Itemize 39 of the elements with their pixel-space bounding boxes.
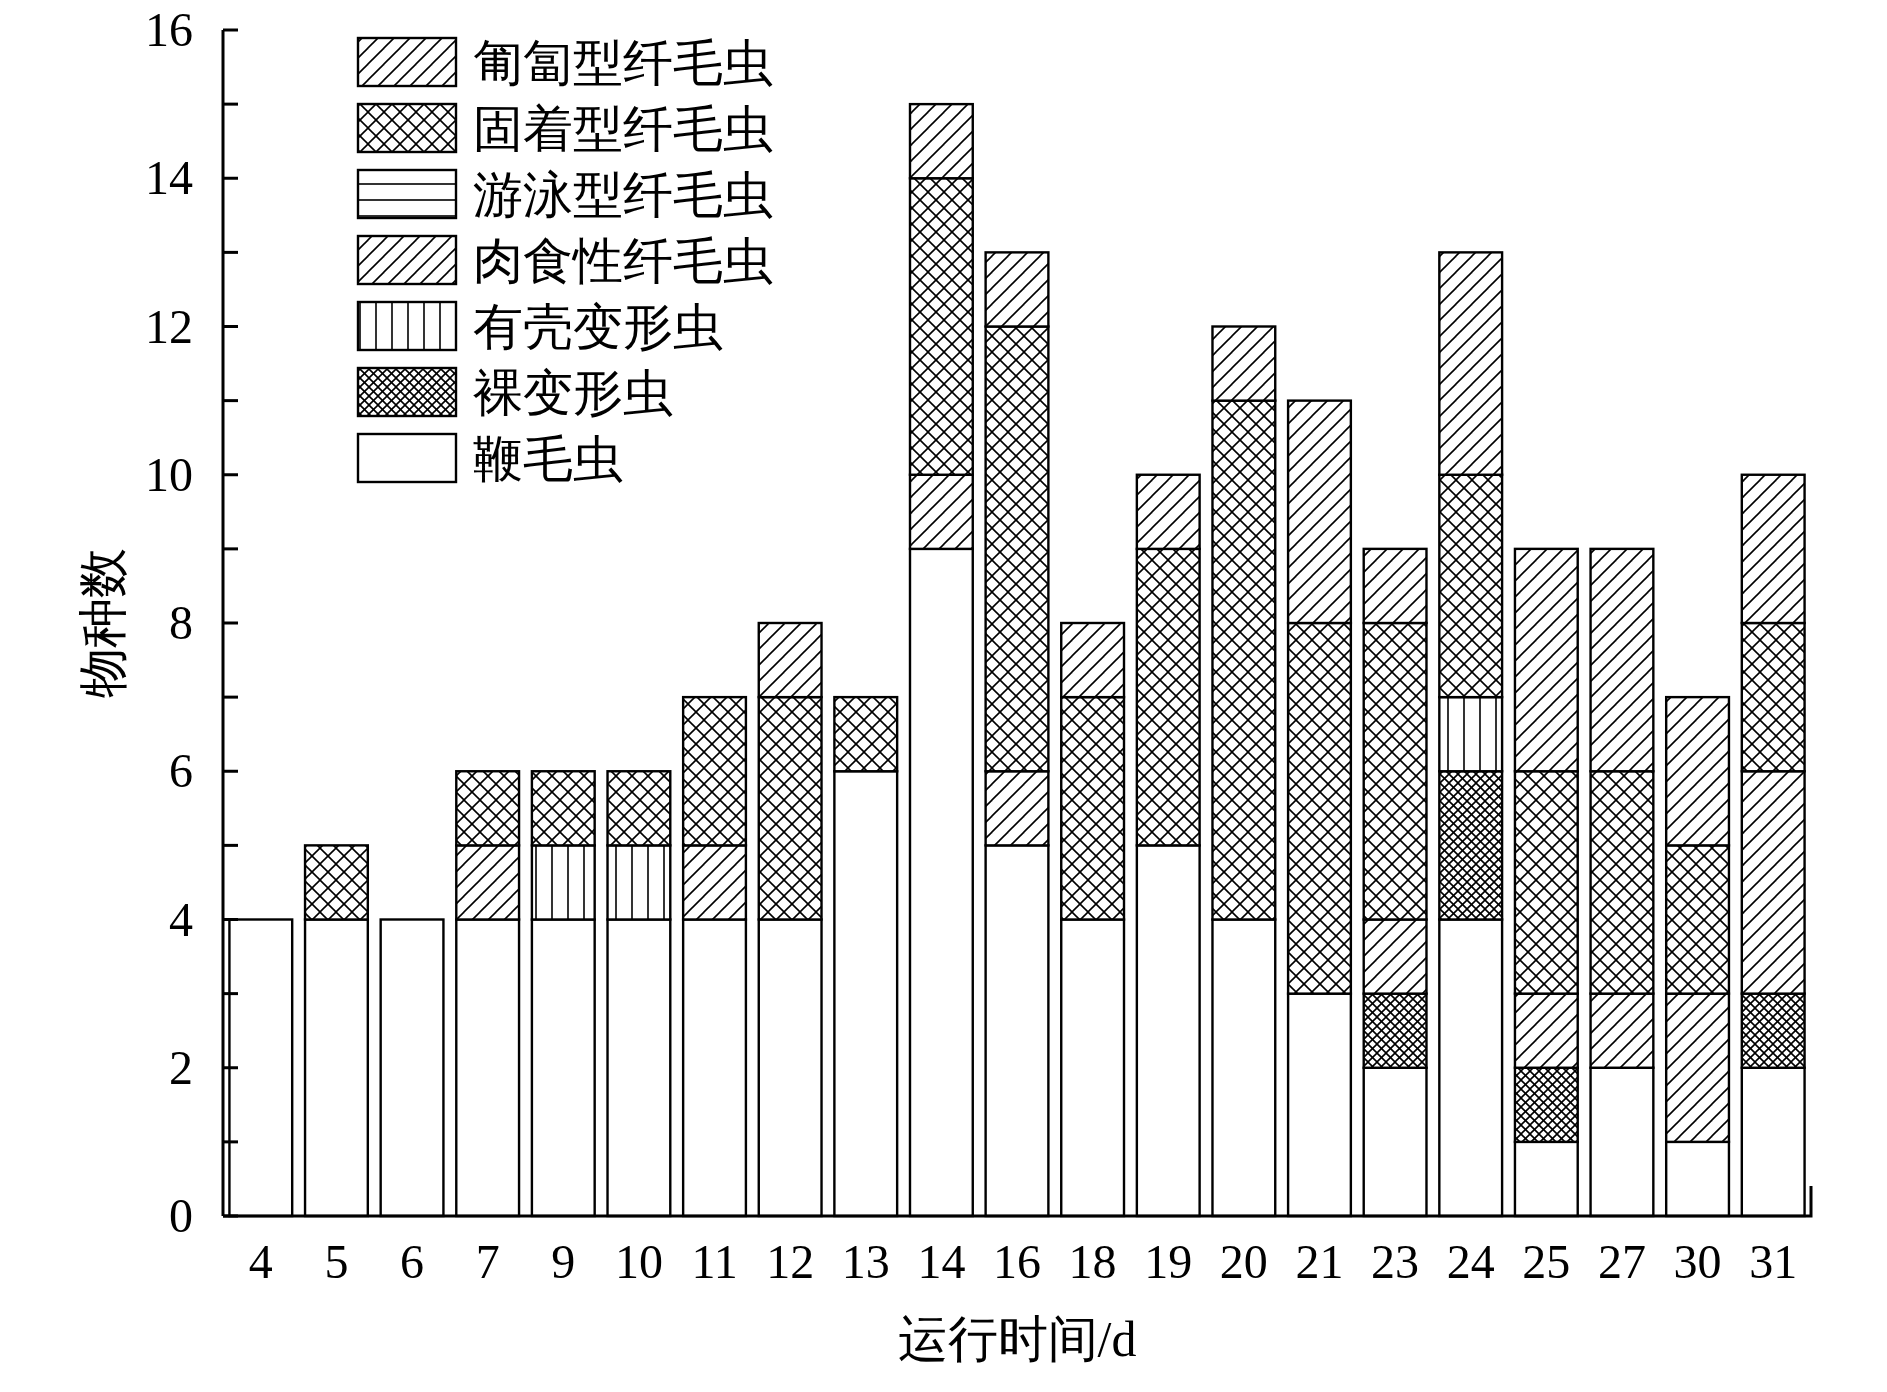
y-tick-label: 4	[169, 892, 193, 946]
legend-label: 游泳型纤毛虫	[473, 167, 773, 223]
x-tick-label: 23	[1371, 1235, 1420, 1288]
x-tick-label: 24	[1446, 1235, 1495, 1288]
x-tick-label: 14	[917, 1235, 966, 1288]
x-tick-label: 21	[1295, 1235, 1344, 1288]
y-tick-label: 10	[145, 447, 193, 501]
x-tick-label: 4	[248, 1235, 273, 1288]
x-tick-label: 19	[1144, 1235, 1193, 1288]
x-tick-label: 27	[1597, 1235, 1646, 1288]
y-tick-label: 6	[169, 744, 193, 798]
x-tick-label: 6	[400, 1235, 425, 1288]
x-tick-label: 16	[993, 1235, 1041, 1288]
y-tick-label: 2	[169, 1040, 193, 1094]
legend-label: 裸变形虫	[473, 365, 673, 421]
x-tick-label: 5	[324, 1235, 349, 1288]
x-tick-label: 12	[766, 1235, 815, 1288]
legend-label: 鞭毛虫	[473, 431, 623, 487]
y-tick-label: 16	[145, 3, 193, 56]
x-tick-label: 10	[614, 1235, 663, 1288]
x-tick-label: 30	[1673, 1235, 1722, 1288]
legend-label: 肉食性纤毛虫	[473, 233, 773, 289]
x-tick-label: 18	[1068, 1235, 1117, 1288]
x-tick-label: 13	[841, 1235, 890, 1288]
y-tick-label: 8	[169, 596, 193, 649]
legend-label: 固着型纤毛虫	[473, 101, 773, 157]
y-tick-label: 14	[145, 151, 193, 205]
y-axis-title: 物种数	[75, 548, 131, 698]
x-tick-label: 31	[1749, 1235, 1798, 1288]
x-axis-title: 运行时间/d	[897, 1311, 1137, 1367]
x-tick-label: 20	[1219, 1235, 1268, 1288]
x-tick-label: 7	[475, 1235, 500, 1288]
x-tick-label: 11	[691, 1235, 738, 1288]
y-tick-label: 12	[145, 299, 193, 353]
legend-label: 匍匐型纤毛虫	[473, 35, 773, 91]
y-tick-label: 0	[169, 1189, 193, 1242]
legend-label: 有壳变形虫	[473, 299, 723, 355]
x-tick-label: 9	[551, 1235, 576, 1288]
x-tick-label: 25	[1522, 1235, 1571, 1288]
